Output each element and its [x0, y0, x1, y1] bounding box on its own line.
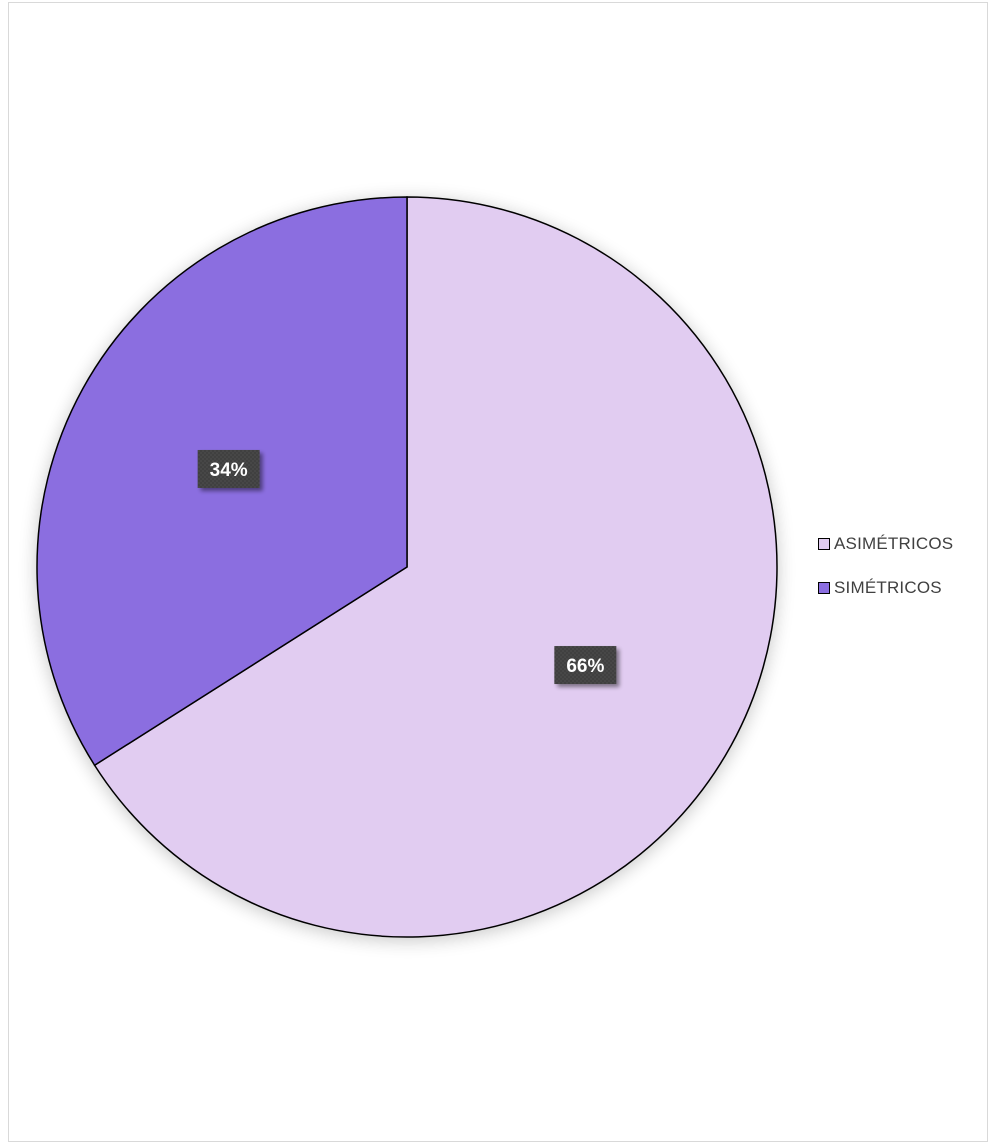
pie-slice-asimetricos: [93, 196, 778, 938]
data-label-text: 66%: [566, 656, 604, 677]
pie-slices: [36, 196, 778, 938]
legend-swatch-asimetricos: [818, 538, 830, 550]
legend-swatch-simetricos: [818, 582, 830, 594]
data-label-text: 34%: [210, 460, 248, 481]
data-label-simetricos: 34%: [197, 449, 260, 488]
data-label-asimetricos: 66%: [554, 646, 617, 685]
legend-label: SIMÉTRICOS: [834, 578, 942, 597]
legend-item-asimetricos: ASIMÉTRICOS: [818, 534, 953, 554]
legend-item-simetricos: SIMÉTRICOS: [818, 578, 942, 598]
legend-label: ASIMÉTRICOS: [834, 534, 954, 553]
chart-legend: ASIMÉTRICOS SIMÉTRICOS: [808, 528, 984, 610]
data-label-box: [554, 646, 617, 685]
pie-data-labels: 66% 34%: [197, 449, 617, 685]
data-label-box: [197, 449, 260, 488]
